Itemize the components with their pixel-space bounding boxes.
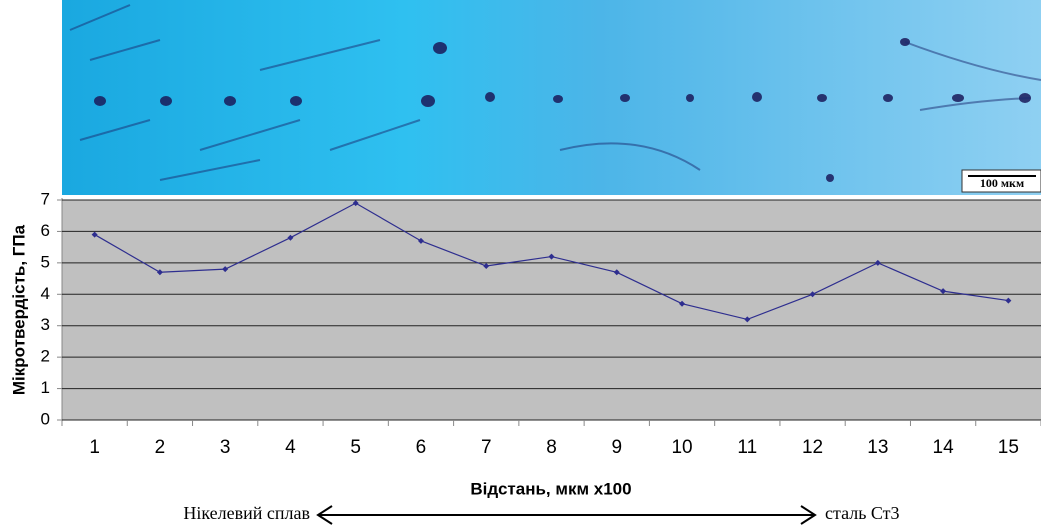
y-tick-label: 2 bbox=[41, 347, 50, 366]
y-tick-label: 0 bbox=[41, 409, 50, 428]
x-tick-label: 14 bbox=[933, 437, 955, 458]
x-tick-label: 1 bbox=[89, 437, 100, 458]
x-tick-label: 11 bbox=[737, 437, 757, 458]
x-axis-title: Відстань, мкм x100 bbox=[470, 479, 631, 498]
y-tick-label: 7 bbox=[41, 189, 50, 208]
x-tick-label: 7 bbox=[481, 437, 492, 458]
chart: 100 мкм Мікротвердість, ГПа Відстань, мк… bbox=[0, 0, 1041, 528]
annotation-right: сталь Ст3 bbox=[825, 503, 900, 523]
x-tick-label: 9 bbox=[611, 437, 622, 458]
x-tick-label: 10 bbox=[671, 437, 692, 458]
x-tick-label: 13 bbox=[867, 437, 888, 458]
x-tick-label: 8 bbox=[546, 437, 557, 458]
y-axis-title: Мікротвердість, ГПа bbox=[9, 224, 28, 395]
scale-bar-label: 100 мкм bbox=[980, 176, 1024, 190]
annotation-left: Нікелевий сплав bbox=[183, 503, 310, 523]
direction-arrow bbox=[318, 506, 815, 524]
x-tick-label: 5 bbox=[350, 437, 361, 458]
micrograph: 100 мкм bbox=[62, 0, 1041, 195]
x-tick-label: 4 bbox=[285, 437, 296, 458]
y-tick-label: 3 bbox=[41, 315, 50, 334]
x-tick-label: 12 bbox=[802, 437, 823, 458]
x-tick-label: 15 bbox=[998, 437, 1019, 458]
y-tick-label: 1 bbox=[41, 378, 50, 397]
x-tick-label: 3 bbox=[220, 437, 231, 458]
y-tick-label: 4 bbox=[41, 284, 50, 303]
y-tick-label: 6 bbox=[41, 221, 50, 240]
page: 100 мкм Мікротвердість, ГПа Відстань, мк… bbox=[0, 0, 1041, 528]
x-tick-label: 6 bbox=[416, 437, 427, 458]
plot-area bbox=[62, 200, 1041, 420]
x-tick-label: 2 bbox=[155, 437, 166, 458]
y-tick-label: 5 bbox=[41, 252, 50, 271]
